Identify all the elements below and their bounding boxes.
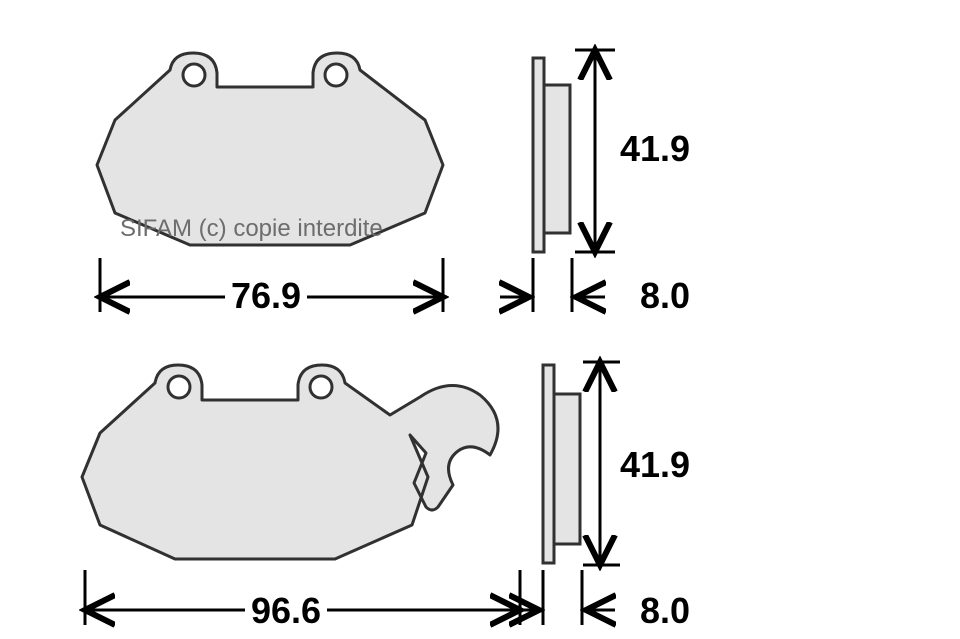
dim-bottom-width: 96.6 bbox=[245, 590, 327, 632]
dim-bottom-thickness: 8.0 bbox=[640, 590, 690, 632]
dim-top-width: 76.9 bbox=[225, 275, 307, 317]
dim-top-thickness: 8.0 bbox=[640, 275, 690, 317]
dim-bottom-height: 41.9 bbox=[620, 444, 690, 486]
top-pad-side-view bbox=[530, 55, 590, 255]
bottom-pad-front-view bbox=[80, 355, 530, 570]
watermark-text: SIFAM (c) copie interdite bbox=[120, 215, 383, 243]
diagram-root: 41.9 76.9 8.0 41.9 96.6 8.0 SIFAM (c) co… bbox=[0, 0, 960, 639]
bottom-pad-side-view bbox=[540, 362, 600, 567]
dim-top-height: 41.9 bbox=[620, 128, 690, 170]
